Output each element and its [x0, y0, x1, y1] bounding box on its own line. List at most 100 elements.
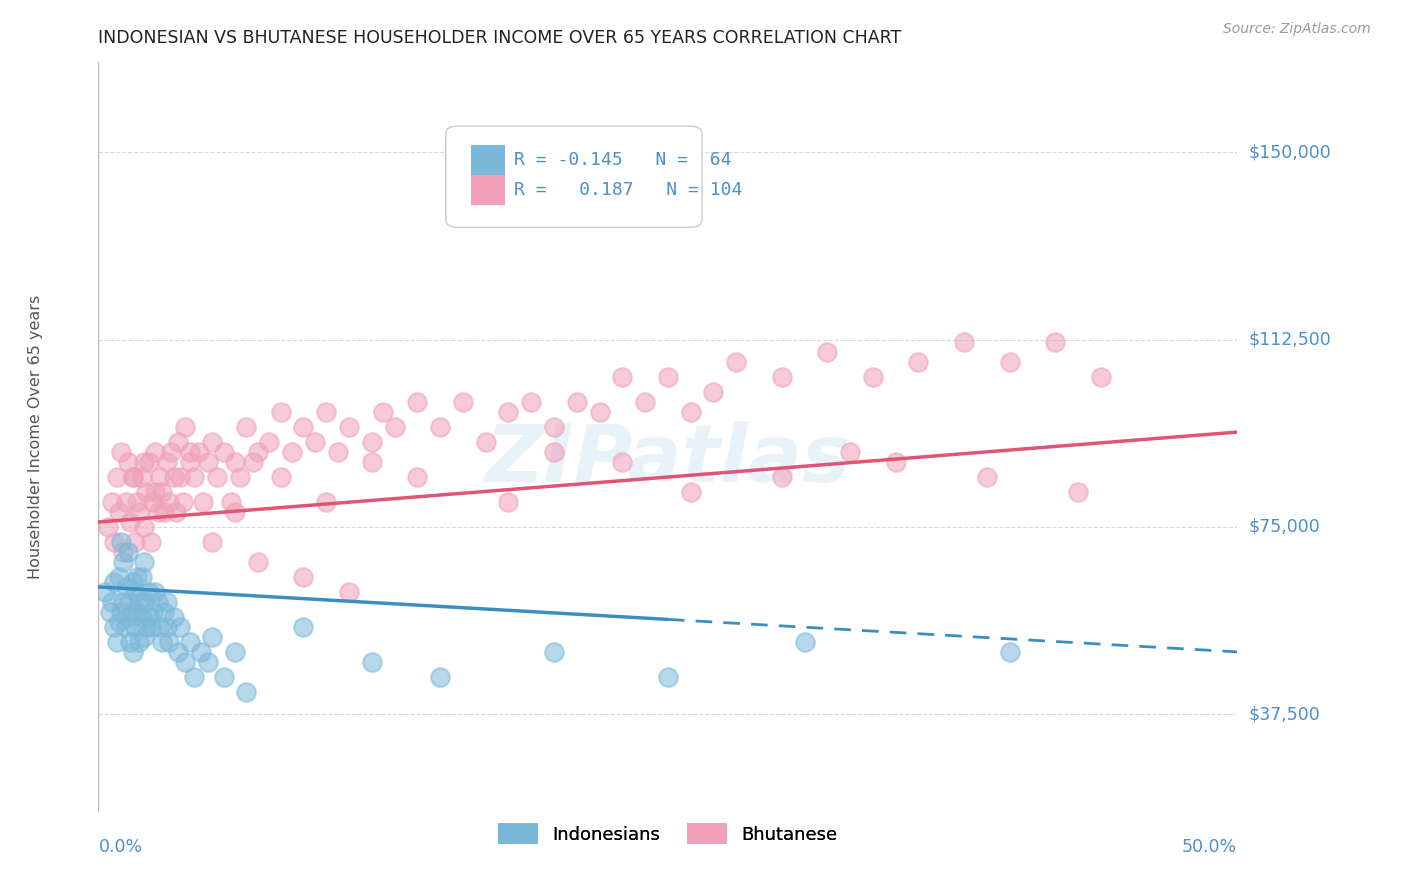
- Point: [98, 605, 121, 619]
- Point: [235, 420, 257, 434]
- Point: [121, 605, 143, 619]
- Point: [657, 670, 679, 684]
- Point: [315, 495, 337, 509]
- Point: [139, 535, 162, 549]
- Point: [108, 570, 131, 584]
- Point: [142, 605, 165, 619]
- Point: [105, 635, 128, 649]
- Point: [96, 520, 118, 534]
- Point: [565, 395, 588, 409]
- Point: [117, 545, 139, 559]
- Text: 0.0%: 0.0%: [98, 838, 142, 856]
- Point: [179, 635, 201, 649]
- Point: [120, 515, 142, 529]
- Point: [156, 620, 179, 634]
- Text: Householder Income Over 65 years: Householder Income Over 65 years: [28, 295, 44, 579]
- Point: [219, 495, 242, 509]
- Point: [138, 610, 160, 624]
- Point: [337, 585, 360, 599]
- Point: [146, 505, 169, 519]
- Point: [132, 555, 155, 569]
- Point: [165, 505, 187, 519]
- Point: [815, 345, 838, 359]
- Point: [127, 605, 149, 619]
- Point: [149, 620, 172, 634]
- Point: [770, 470, 793, 484]
- Point: [212, 670, 235, 684]
- Point: [110, 605, 132, 619]
- Point: [114, 495, 136, 509]
- Point: [108, 505, 131, 519]
- Point: [124, 620, 146, 634]
- Point: [1067, 485, 1090, 500]
- Point: [360, 655, 382, 669]
- Point: [384, 420, 406, 434]
- Point: [120, 635, 142, 649]
- Point: [110, 535, 132, 549]
- Point: [124, 535, 146, 549]
- Point: [114, 580, 136, 594]
- Point: [153, 505, 176, 519]
- Point: [132, 630, 155, 644]
- Point: [135, 620, 157, 634]
- Legend: Indonesians, Bhutanese: Indonesians, Bhutanese: [491, 816, 845, 851]
- Point: [162, 610, 184, 624]
- Point: [138, 585, 160, 599]
- Point: [179, 445, 201, 459]
- Point: [793, 635, 815, 649]
- Point: [145, 485, 167, 500]
- Point: [150, 635, 173, 649]
- Point: [657, 370, 679, 384]
- Point: [156, 595, 179, 609]
- Point: [281, 445, 304, 459]
- Point: [360, 435, 382, 450]
- Point: [94, 585, 117, 599]
- Point: [679, 405, 702, 419]
- Point: [228, 470, 250, 484]
- Point: [246, 445, 269, 459]
- Point: [193, 495, 215, 509]
- Point: [131, 470, 153, 484]
- Point: [406, 470, 429, 484]
- Point: [110, 445, 132, 459]
- Point: [157, 635, 180, 649]
- Point: [612, 370, 634, 384]
- Point: [634, 395, 657, 409]
- Point: [1090, 370, 1112, 384]
- Point: [292, 420, 315, 434]
- Point: [145, 585, 167, 599]
- Point: [124, 585, 146, 599]
- Point: [190, 645, 212, 659]
- Point: [162, 470, 184, 484]
- FancyBboxPatch shape: [471, 145, 505, 175]
- Point: [128, 505, 150, 519]
- Point: [121, 574, 143, 589]
- Point: [498, 495, 520, 509]
- Point: [429, 420, 451, 434]
- Point: [142, 495, 165, 509]
- Point: [197, 455, 219, 469]
- Point: [543, 445, 565, 459]
- Text: Source: ZipAtlas.com: Source: ZipAtlas.com: [1223, 22, 1371, 37]
- Point: [259, 435, 281, 450]
- Point: [201, 630, 224, 644]
- Point: [884, 455, 907, 469]
- Point: [498, 405, 520, 419]
- Point: [131, 610, 153, 624]
- Point: [246, 555, 269, 569]
- Point: [976, 470, 998, 484]
- Point: [128, 595, 150, 609]
- Point: [187, 445, 209, 459]
- Point: [132, 595, 155, 609]
- Point: [337, 420, 360, 434]
- Point: [146, 595, 169, 609]
- Point: [679, 485, 702, 500]
- Text: R =   0.187   N = 104: R = 0.187 N = 104: [515, 181, 742, 199]
- Point: [543, 645, 565, 659]
- Text: ZIPatlas: ZIPatlas: [485, 420, 851, 499]
- Point: [292, 570, 315, 584]
- Point: [212, 445, 235, 459]
- Point: [169, 470, 191, 484]
- Point: [588, 405, 610, 419]
- Point: [292, 620, 315, 634]
